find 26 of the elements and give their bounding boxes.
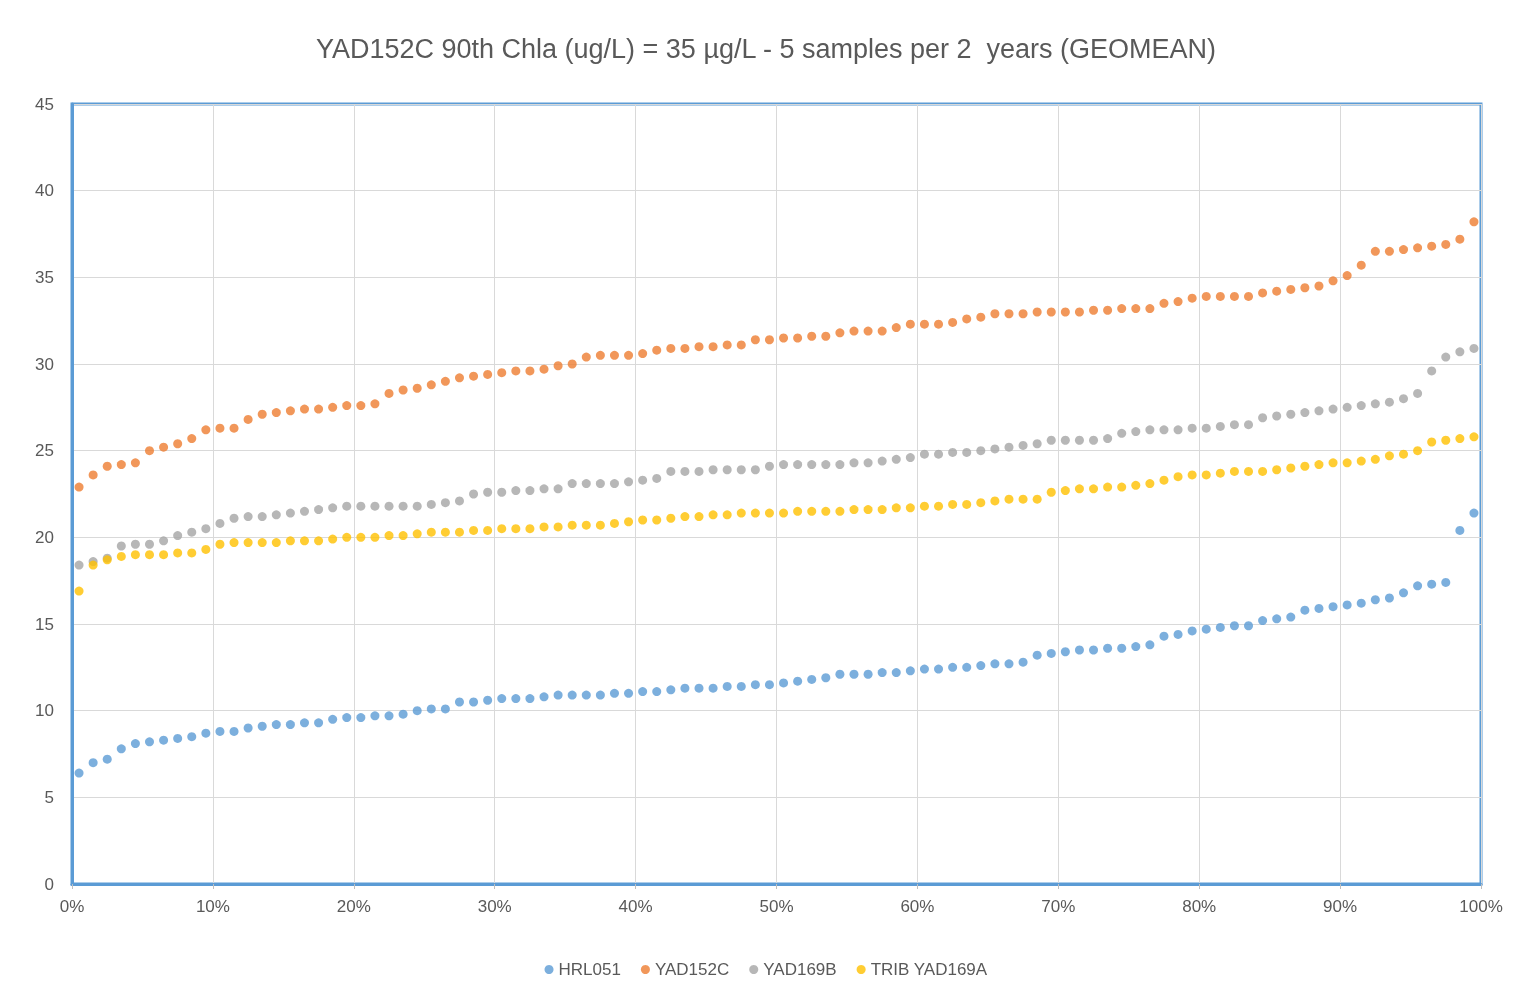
x-tick-label: 100% [1459, 897, 1503, 916]
x-tick-label: 50% [759, 897, 794, 916]
x-tick-label: 90% [1323, 897, 1358, 916]
x-tick-label: 70% [1041, 897, 1076, 916]
x-tick-label: 80% [1182, 897, 1217, 916]
y-tick-label: 30 [35, 354, 54, 374]
x-tick-label: 20% [336, 897, 371, 916]
legend-label: TRIB YAD169A [870, 960, 988, 979]
y-tick-label: 35 [35, 267, 54, 287]
legend-label: YAD169B [763, 960, 837, 979]
legend-label: YAD152C [654, 960, 730, 979]
x-tick-label: 10% [195, 897, 230, 916]
x-tick-label: 30% [477, 897, 512, 916]
chart-title: YAD152C 90th Chla (ug/L) = 35 µg/L - 5 samples per 2 years (GEOMEAN) [315, 33, 1217, 64]
y-tick-label: 15 [35, 614, 54, 634]
y-tick-label: 40 [35, 181, 54, 201]
y-tick-label: 20 [35, 527, 54, 547]
y-tick-label: 10 [35, 701, 54, 721]
legend-label: HRL051 [558, 960, 621, 979]
y-tick-label: 25 [35, 441, 54, 461]
x-tick-label: 40% [618, 897, 653, 916]
x-tick-label: 60% [900, 897, 935, 916]
x-tick-label: 0% [59, 897, 85, 916]
y-tick-label: 5 [44, 787, 54, 807]
y-tick-label: 0 [44, 874, 54, 894]
y-tick-label: 45 [35, 94, 54, 114]
